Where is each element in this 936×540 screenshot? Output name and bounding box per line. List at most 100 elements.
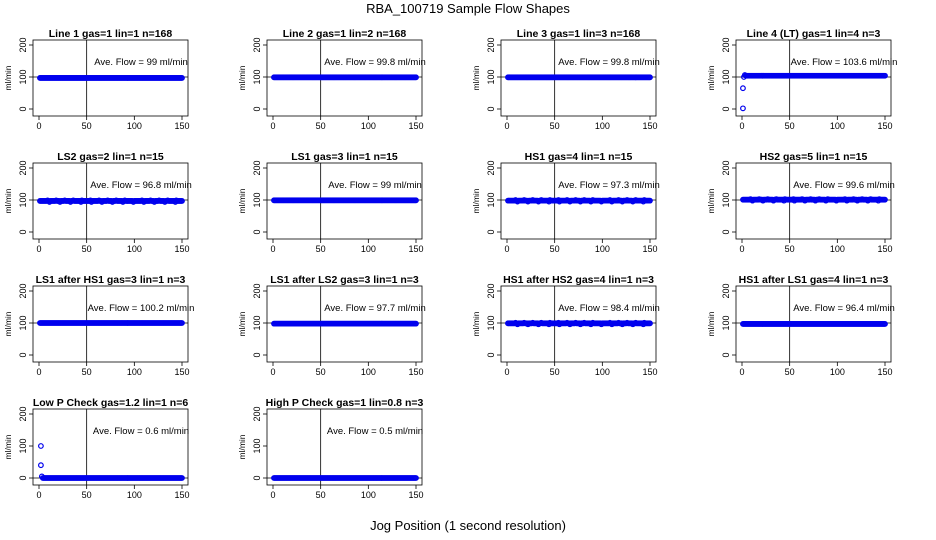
x-tick-label: 50: [82, 121, 92, 131]
x-tick-label: 150: [877, 121, 892, 131]
x-tick-label: 100: [361, 244, 376, 254]
panel-frame: [266, 285, 423, 363]
ave-flow-annotation: Ave. Flow = 97.7 ml/min: [324, 303, 425, 314]
x-tick-label: 0: [270, 121, 275, 131]
y-axis-label: ml/min: [3, 434, 13, 459]
x-tick-label: 0: [270, 367, 275, 377]
y-tick-label: 0: [252, 475, 262, 480]
data-point: [38, 462, 44, 469]
x-tick-label: 150: [877, 367, 892, 377]
x-tick-label: 150: [642, 244, 657, 254]
data-point: [179, 320, 185, 326]
x-tick-label: 100: [127, 490, 142, 500]
panel-title: LS1 after HS1 gas=3 lin=1 n=3: [36, 274, 186, 286]
data-point: [413, 74, 419, 81]
y-axis-label: ml/min: [706, 65, 716, 90]
panel-9: LS1 after HS1 gas=3 lin=1 n=3 0 50 100 150 0 1…: [3, 274, 194, 377]
x-tick-label: 100: [361, 490, 376, 500]
panel-frame: [266, 39, 423, 117]
panel-frame: [735, 39, 892, 117]
y-tick-label: 200: [252, 283, 262, 298]
y-tick-label: 200: [18, 37, 28, 52]
ave-flow-annotation: Ave. Flow = 99.8 ml/min: [324, 57, 425, 68]
data-point: [647, 197, 653, 204]
y-tick-label: 100: [252, 315, 262, 330]
x-tick-label: 150: [174, 244, 189, 254]
y-tick-label: 0: [486, 352, 496, 357]
x-tick-label: 0: [504, 367, 509, 377]
panel-frame: [735, 285, 892, 363]
panel-title: LS2 gas=2 lin=1 n=15: [57, 151, 164, 163]
panel-12: HS1 after LS1 gas=4 lin=1 n=3 0 50 100 150 0 1…: [706, 274, 895, 377]
x-tick-label: 50: [316, 121, 326, 131]
x-tick-label: 100: [595, 121, 610, 131]
data-point: [413, 197, 419, 204]
ave-flow-annotation: Ave. Flow = 99.8 ml/min: [558, 57, 659, 68]
x-tick-label: 50: [316, 244, 326, 254]
ave-flow-annotation: Ave. Flow = 103.6 ml/min: [791, 57, 898, 68]
ave-flow-annotation: Ave. Flow = 0.5 ml/min: [327, 426, 423, 437]
y-tick-label: 100: [252, 69, 262, 84]
panel-11: HS1 after HS2 gas=4 lin=1 n=3 0 50 100 150 0 1…: [471, 274, 660, 377]
x-tick-label: 150: [174, 490, 189, 500]
panel-title: LS1 after LS2 gas=3 lin=1 n=3: [270, 274, 419, 286]
data-point: [882, 72, 888, 79]
y-axis-label: ml/min: [471, 65, 481, 90]
panel-frame: [32, 162, 189, 240]
x-tick-label: 100: [830, 244, 845, 254]
ave-flow-annotation: Ave. Flow = 0.6 ml/min: [93, 426, 189, 437]
y-tick-label: 0: [721, 352, 731, 357]
y-tick-label: 200: [252, 37, 262, 52]
panel-7: HS1 gas=4 lin=1 n=15 0 50 100 150 0 100 200 ml/m…: [471, 151, 660, 254]
ave-flow-annotation: Ave. Flow = 100.2 ml/min: [88, 303, 195, 314]
ave-flow-annotation: Ave. Flow = 99.6 ml/min: [793, 180, 894, 191]
y-tick-label: 100: [721, 69, 731, 84]
y-tick-label: 0: [18, 475, 28, 480]
panel-title: LS1 gas=3 lin=1 n=15: [291, 151, 398, 163]
x-tick-label: 100: [127, 367, 142, 377]
y-tick-label: 0: [721, 229, 731, 234]
y-axis-label: ml/min: [237, 434, 247, 459]
y-axis-label: ml/min: [237, 311, 247, 336]
x-tick-label: 0: [36, 244, 41, 254]
y-axis-label: ml/min: [706, 311, 716, 336]
y-tick-label: 100: [252, 438, 262, 453]
panel-frame: [266, 408, 423, 486]
x-tick-label: 50: [316, 490, 326, 500]
x-tick-label: 0: [739, 121, 744, 131]
y-tick-label: 0: [252, 352, 262, 357]
data-point: [740, 105, 746, 112]
y-tick-label: 200: [18, 160, 28, 175]
x-tick-label: 150: [642, 121, 657, 131]
x-tick-label: 50: [550, 121, 560, 131]
x-tick-label: 50: [82, 244, 92, 254]
x-tick-label: 150: [408, 244, 423, 254]
panel-frame: [32, 285, 189, 363]
x-tick-label: 50: [550, 244, 560, 254]
data-point: [179, 198, 185, 204]
y-tick-label: 200: [486, 283, 496, 298]
ave-flow-annotation: Ave. Flow = 99 ml/min: [94, 57, 188, 68]
x-tick-label: 0: [739, 367, 744, 377]
y-tick-label: 200: [486, 160, 496, 175]
panel-title: HS1 gas=4 lin=1 n=15: [525, 151, 633, 163]
x-tick-label: 50: [785, 121, 795, 131]
x-tick-label: 50: [785, 367, 795, 377]
x-tick-label: 50: [316, 367, 326, 377]
data-point: [38, 443, 44, 449]
y-tick-label: 0: [18, 229, 28, 234]
x-tick-label: 150: [174, 121, 189, 131]
panel-title: High P Check gas=1 lin=0.8 n=3: [266, 397, 424, 409]
y-tick-label: 100: [486, 192, 496, 207]
y-tick-label: 100: [486, 69, 496, 84]
y-tick-label: 0: [721, 106, 731, 111]
y-axis-label: ml/min: [471, 311, 481, 336]
x-tick-label: 150: [408, 121, 423, 131]
x-tick-label: 50: [82, 490, 92, 500]
x-tick-label: 100: [830, 121, 845, 131]
y-tick-label: 0: [18, 106, 28, 111]
panel-frame: [266, 162, 423, 240]
x-tick-label: 0: [36, 121, 41, 131]
y-tick-label: 0: [486, 229, 496, 234]
y-tick-label: 200: [486, 37, 496, 52]
